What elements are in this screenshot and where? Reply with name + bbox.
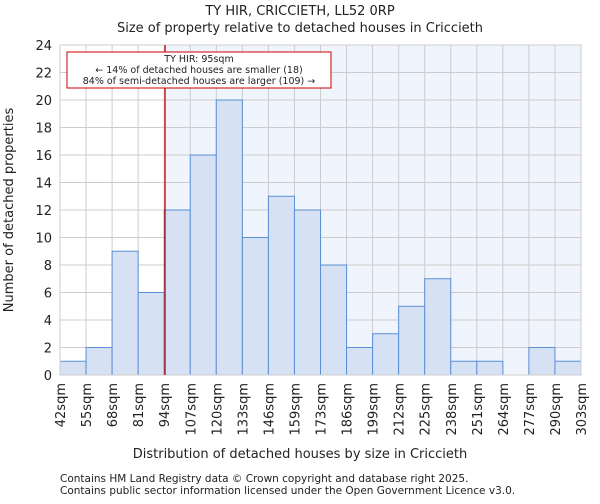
histogram-bar [137,292,165,376]
histogram-bar [293,209,322,376]
histogram-bar [59,360,87,376]
histogram-bar [398,305,426,376]
y-tick-label: 0 [44,369,52,384]
annotation-box [66,51,332,89]
y-tick-label: 2 [44,342,52,357]
y-tick-label: 24 [35,39,52,54]
x-tick-label: 120sqm [210,383,225,436]
x-tick-label: 42sqm [54,383,69,427]
x-tick-label: 133sqm [236,383,251,436]
annotation-line-1: TY HIR: 95sqm [163,54,233,65]
histogram-bar [424,278,452,376]
x-tick-label: 107sqm [184,383,199,436]
histogram-bar [189,154,217,376]
x-tick-label: 146sqm [262,383,277,436]
x-tick-label: 55sqm [80,383,95,427]
histogram-bar [85,347,113,376]
x-tick-label: 303sqm [575,383,590,436]
x-tick-label: 277sqm [523,383,538,436]
x-tick-label: 225sqm [419,383,434,436]
x-tick-label: 68sqm [106,383,121,427]
x-axis-label: Distribution of detached houses by size … [133,447,468,462]
y-tick-label: 6 [44,287,52,302]
annotation-line-3: 84% of semi-detached houses are larger (… [83,76,316,87]
histogram-bar [372,333,400,376]
x-tick-label: 81sqm [132,383,147,427]
y-tick-label: 18 [35,122,52,137]
footer-line-2: Contains public sector information licen… [60,485,515,497]
y-tick-label: 16 [35,149,52,164]
y-tick-label: 4 [44,314,52,329]
histogram-bar [267,195,295,376]
x-tick-label: 290sqm [549,383,564,436]
y-tick-label: 10 [35,232,52,247]
histogram-bar [554,360,582,376]
x-tick-label: 186sqm [341,383,356,436]
histogram-bar [320,264,348,376]
histogram-bar [450,360,478,376]
histogram-bar [163,209,191,376]
histogram-bar [241,237,269,376]
chart-subtitle: Size of property relative to detached ho… [117,21,483,36]
y-tick-label: 12 [35,204,52,219]
x-tick-label: 173sqm [315,383,330,436]
histogram-bar [111,250,139,376]
x-tick-label: 94sqm [158,383,173,427]
x-tick-label: 238sqm [445,383,460,436]
histogram-bar [215,99,243,376]
y-tick-label: 14 [35,177,52,192]
x-tick-label: 199sqm [367,383,382,436]
histogram-bar [476,360,504,376]
chart-title: TY HIR, CRICCIETH, LL52 0RP [204,4,395,19]
histogram-bar [528,347,556,376]
histogram-bar [346,347,374,376]
y-tick-label: 22 [35,67,52,82]
footer-line-1: Contains HM Land Registry data © Crown c… [60,473,468,485]
y-axis-label: Number of detached properties [2,108,17,313]
x-tick-label: 264sqm [497,383,512,436]
x-tick-label: 212sqm [393,383,408,436]
annotation-line-2: ← 14% of detached houses are smaller (18… [95,65,302,76]
x-tick-label: 251sqm [471,383,486,436]
y-tick-label: 20 [35,94,52,109]
x-tick-label: 159sqm [288,383,303,436]
plot-frame [59,44,582,376]
y-tick-label: 8 [44,259,52,274]
